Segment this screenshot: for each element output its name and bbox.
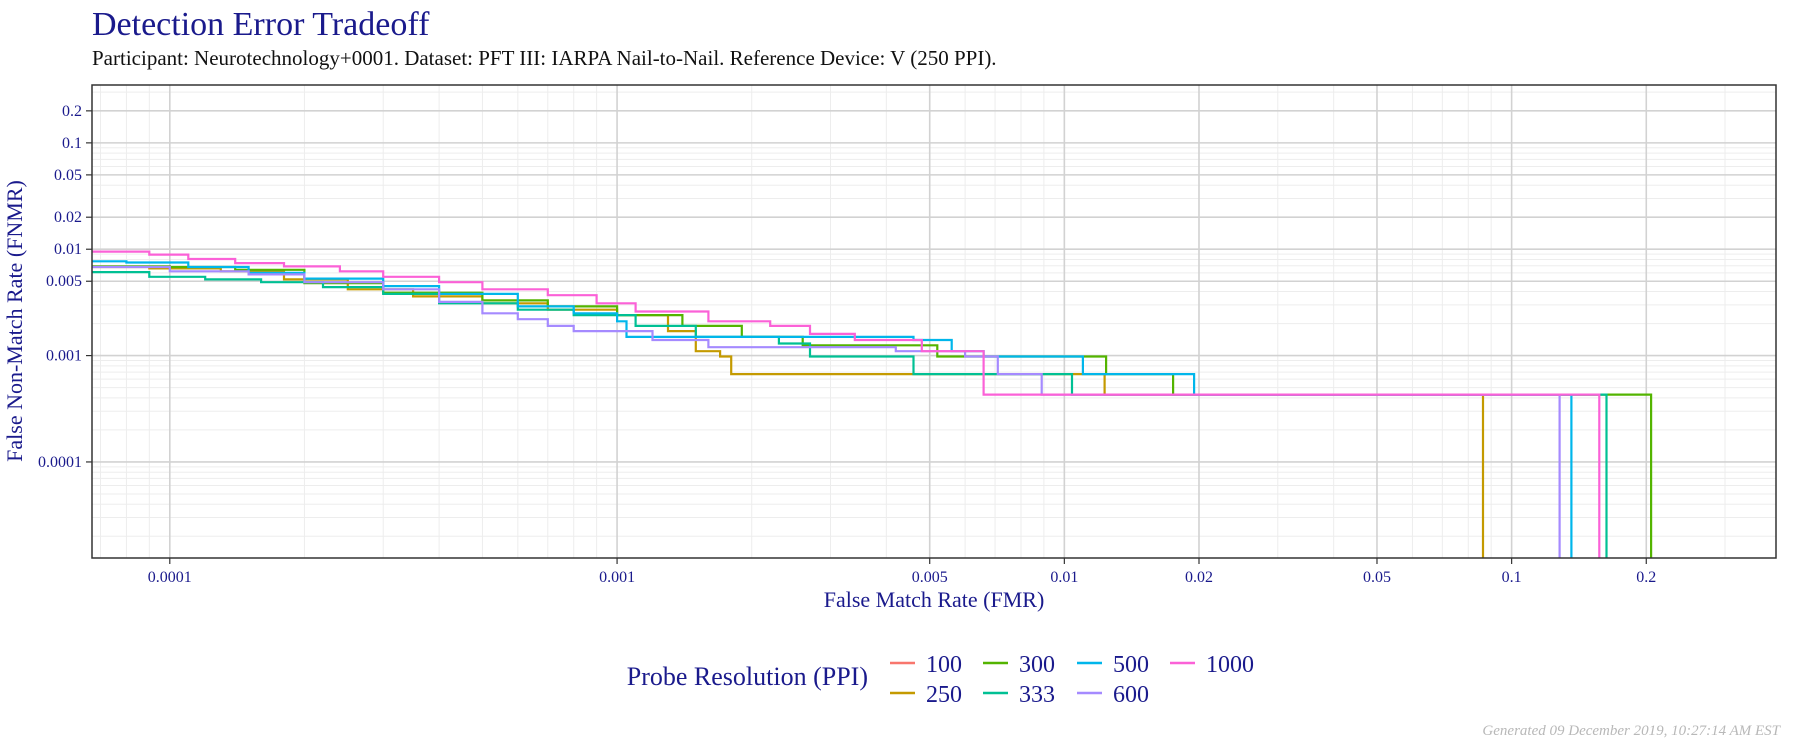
legend-label-250: 250 — [926, 682, 962, 708]
x-tick-label: 0.2 — [1636, 569, 1656, 586]
plot-background — [92, 85, 1776, 558]
y-axis-ticks: 0.0001 0.001 0.005 0.01 0.02 0.05 0.1 0.2 — [38, 103, 92, 471]
legend-label-300: 300 — [1019, 652, 1055, 678]
major-grid — [92, 85, 1776, 558]
chart-subtitle: Participant: Neurotechnology+0001. Datas… — [92, 46, 997, 70]
y-tick-label: 0.05 — [54, 167, 82, 184]
x-tick-label: 0.01 — [1050, 569, 1078, 586]
legend-title: Probe Resolution (PPI) — [627, 662, 868, 691]
legend-label-100: 100 — [926, 652, 962, 678]
x-tick-label: 0.05 — [1363, 569, 1391, 586]
series-line-600 — [92, 265, 1561, 558]
legend: Probe Resolution (PPI) 100 250 300 333 500 60… — [627, 652, 1254, 708]
x-tick-label: 0.02 — [1185, 569, 1213, 586]
y-tick-label: 0.001 — [46, 348, 82, 365]
legend-label-600: 600 — [1113, 682, 1149, 708]
x-tick-label: 0.0001 — [148, 569, 192, 586]
y-tick-label: 0.02 — [54, 209, 82, 226]
y-tick-label: 0.01 — [54, 241, 82, 258]
legend-label-500: 500 — [1113, 652, 1149, 678]
y-tick-label: 0.1 — [62, 135, 82, 152]
x-tick-label: 0.005 — [912, 569, 948, 586]
series-line-1000 — [92, 250, 1601, 558]
y-tick-label: 0.2 — [62, 103, 82, 120]
y-tick-label: 0.0001 — [38, 454, 82, 471]
legend-label-1000: 1000 — [1206, 652, 1254, 678]
series-layer — [92, 250, 1653, 558]
x-axis-ticks: 0.0001 0.001 0.005 0.01 0.02 0.05 0.1 0.2 — [148, 558, 1656, 586]
legend-label-333: 333 — [1019, 682, 1055, 708]
chart-title: Detection Error Tradeoff — [92, 6, 430, 43]
x-tick-label: 0.001 — [599, 569, 635, 586]
x-tick-label: 0.1 — [1502, 569, 1522, 586]
plot-border — [91, 84, 1777, 559]
x-axis-label: False Match Rate (FMR) — [824, 587, 1045, 612]
generated-footer: Generated 09 December 2019, 10:27:14 AM … — [1482, 723, 1780, 739]
y-tick-label: 0.005 — [46, 273, 82, 290]
y-axis-label: False Non-Match Rate (FNMR) — [2, 180, 27, 462]
